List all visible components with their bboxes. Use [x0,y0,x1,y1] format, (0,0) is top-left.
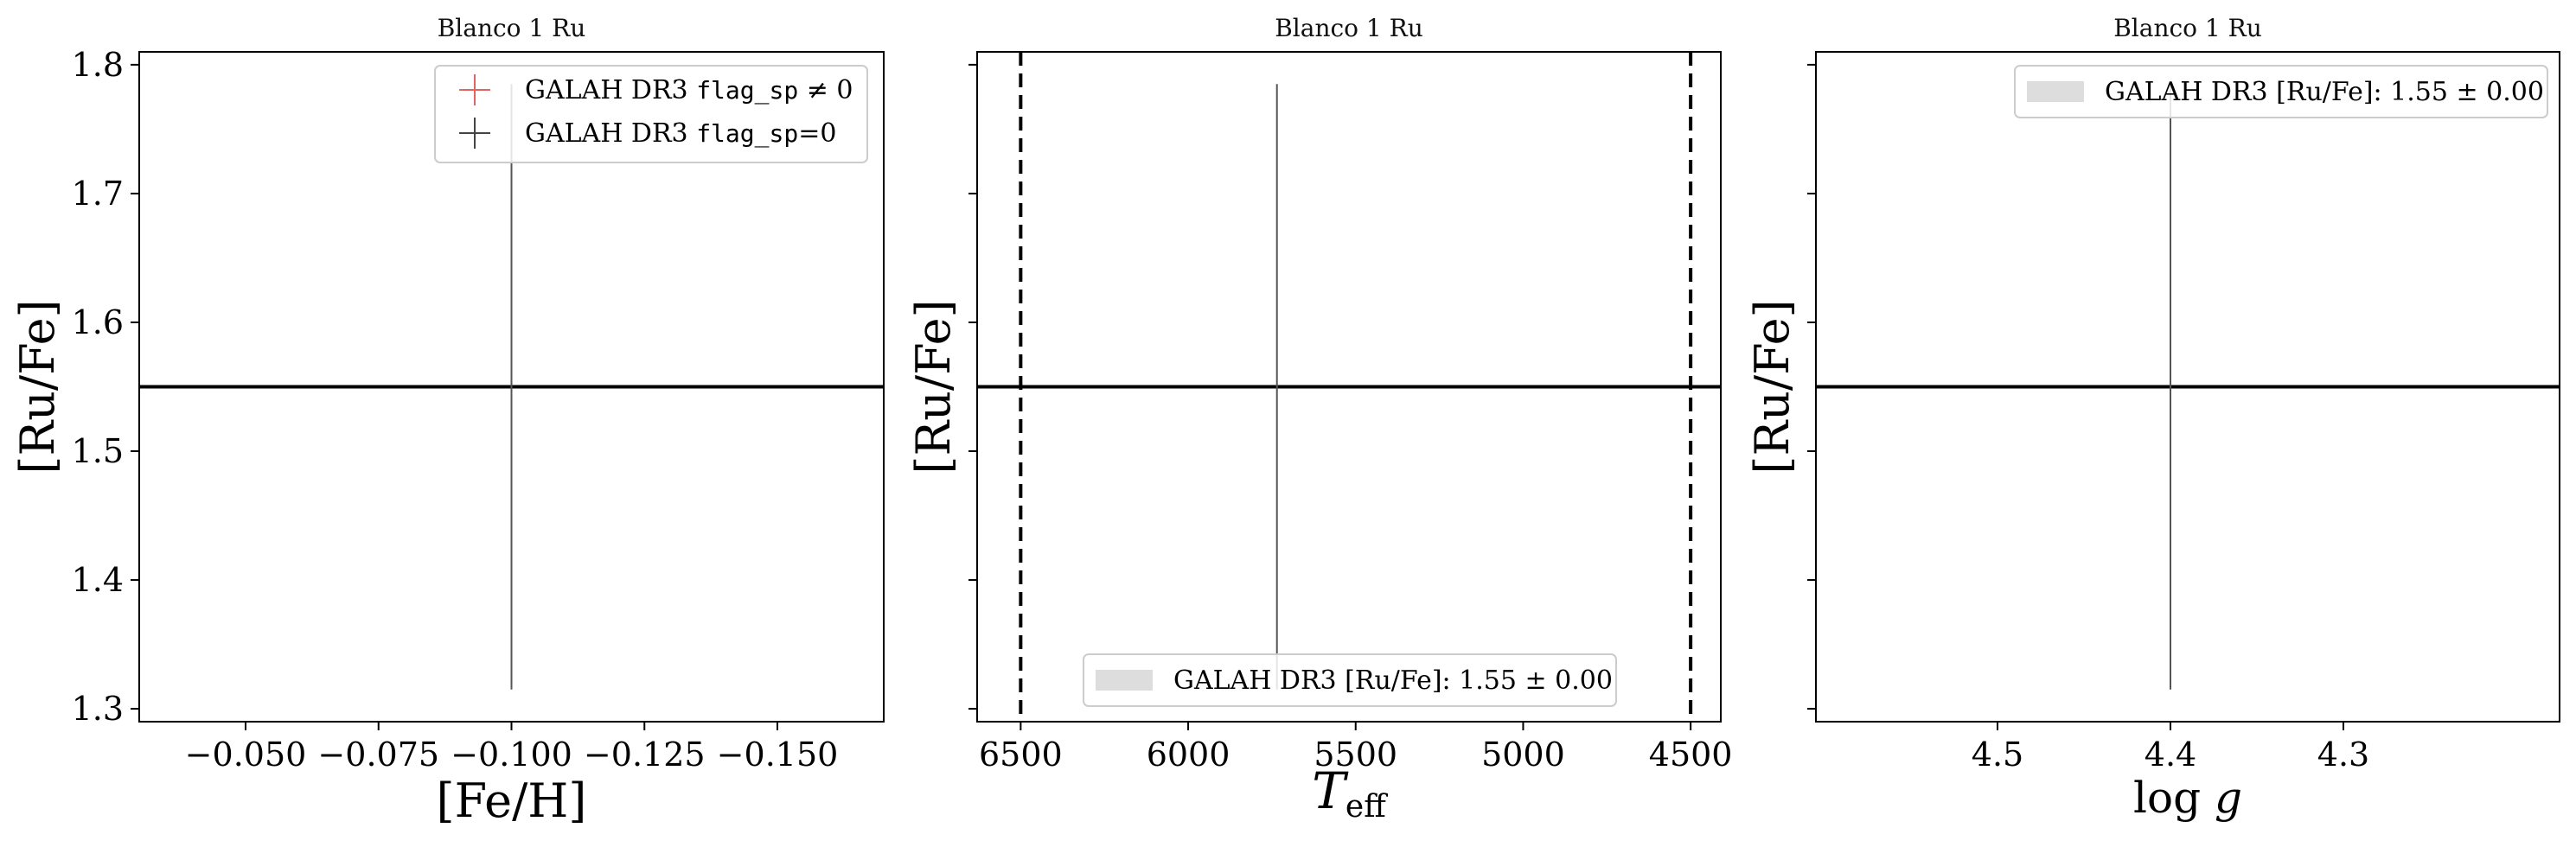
chart-panel-1: Blanco 1 Ru 1.3 1.4 1.5 1.6 1.7 1.8 −0.050 −0.07… [10,14,885,828]
x-tick-label: 6000 [1147,736,1230,774]
x-tick-label: 4.3 [2317,736,2369,774]
y-tick-label: 1.4 [72,561,124,599]
legend: GALAH DR3 [Ru/Fe]: 1.55 ± 0.00 [1083,653,1617,707]
x-axis-label: log g [2133,773,2242,823]
y-axis-label: [Ru/Fe] [10,299,65,474]
y-tick-label: 1.7 [72,175,124,213]
x-axis-label: Teff [1312,761,1388,825]
legend-box [434,65,868,163]
chart-panel-2: Blanco 1 Ru 6500 6000 5500 5000 4500 Teff [Ru/F… [906,14,1732,825]
legend-box [1083,653,1617,707]
panel-title: Blanco 1 Ru [438,14,586,42]
y-tick-label: 1.8 [72,46,124,84]
legend: GALAH DR3 flag_sp ≠ 0 GALAH DR3 flag_sp=0 [434,65,868,163]
x-axis-label: [Fe/H] [437,774,587,828]
y-tick-label: 1.5 [72,432,124,470]
x-tick-label: 6500 [979,736,1063,774]
legend-box [2014,65,2548,118]
legend-marker-band [2027,81,2084,102]
chart-panel-3: Blanco 1 Ru 4.5 4.4 4.3 log g [Ru/Fe] GALAH DR… [1745,14,2560,823]
x-tick-label: 5500 [1314,736,1397,774]
legend-marker-band [1096,670,1153,691]
x-tick-label: 4.5 [1972,736,2023,774]
y-tick-label: 1.6 [72,303,124,341]
y-tick-label: 1.3 [72,690,124,728]
legend-label: GALAH DR3 [Ru/Fe]: 1.55 ± 0.00 [1173,666,1613,696]
axes-frame [976,51,1722,723]
x-tick-label: −0.050 [185,736,307,774]
legend-label: GALAH DR3 flag_sp ≠ 0 [525,75,853,105]
x-tick-label: −0.100 [451,736,572,774]
panel-title: Blanco 1 Ru [2113,14,2262,42]
y-axis-label: [Ru/Fe] [906,299,961,474]
legend-label: GALAH DR3 [Ru/Fe]: 1.55 ± 0.00 [2105,77,2544,107]
legend-label: GALAH DR3 flag_sp=0 [525,118,836,149]
axes-frame [138,51,885,723]
axes-frame [1815,51,2560,723]
x-tick-label: 4500 [1649,736,1733,774]
x-tick-label: −0.075 [317,736,439,774]
panel-title: Blanco 1 Ru [1275,14,1423,42]
y-axis-label: [Ru/Fe] [1745,299,1799,474]
legend: GALAH DR3 [Ru/Fe]: 1.55 ± 0.00 [2014,65,2548,118]
x-tick-label: −0.125 [584,736,706,774]
x-tick-label: −0.150 [717,736,839,774]
x-tick-label: 4.4 [2145,736,2196,774]
x-tick-label: 5000 [1481,736,1565,774]
